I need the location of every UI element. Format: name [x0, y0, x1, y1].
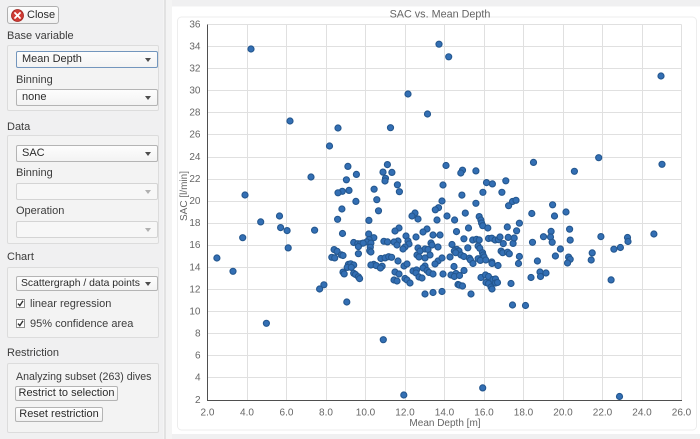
- svg-text:14: 14: [189, 262, 201, 273]
- svg-text:20: 20: [189, 196, 201, 207]
- svg-text:SAC vs. Mean Depth: SAC vs. Mean Depth: [390, 9, 491, 21]
- svg-text:24.0: 24.0: [632, 408, 652, 419]
- svg-text:28: 28: [189, 108, 201, 119]
- svg-text:10.0: 10.0: [356, 408, 376, 419]
- svg-text:30: 30: [189, 86, 201, 97]
- svg-text:2: 2: [195, 395, 201, 406]
- svg-text:2.0: 2.0: [201, 408, 215, 419]
- svg-text:18.0: 18.0: [514, 408, 534, 419]
- svg-text:20.0: 20.0: [553, 408, 573, 419]
- svg-text:14.0: 14.0: [435, 408, 455, 419]
- svg-text:16.0: 16.0: [474, 408, 494, 419]
- svg-text:6: 6: [195, 351, 201, 362]
- svg-text:10: 10: [189, 306, 201, 317]
- svg-text:18: 18: [189, 218, 201, 229]
- svg-text:32: 32: [189, 64, 201, 75]
- svg-text:22.0: 22.0: [593, 408, 613, 419]
- svg-text:12: 12: [189, 284, 201, 295]
- svg-text:26: 26: [189, 130, 201, 141]
- svg-text:16: 16: [189, 240, 201, 251]
- svg-text:4.0: 4.0: [240, 408, 254, 419]
- svg-text:8: 8: [195, 329, 201, 340]
- svg-text:24: 24: [189, 152, 201, 163]
- svg-text:8.0: 8.0: [319, 408, 333, 419]
- svg-text:34: 34: [189, 41, 201, 52]
- svg-text:26.0: 26.0: [672, 408, 692, 419]
- svg-text:4: 4: [195, 373, 201, 384]
- svg-text:6.0: 6.0: [280, 408, 294, 419]
- svg-text:12.0: 12.0: [395, 408, 415, 419]
- svg-text:Mean Depth [m]: Mean Depth [m]: [409, 418, 480, 429]
- svg-text:22: 22: [189, 174, 201, 185]
- svg-text:36: 36: [189, 19, 201, 30]
- svg-text:SAC [l/min]: SAC [l/min]: [179, 171, 190, 221]
